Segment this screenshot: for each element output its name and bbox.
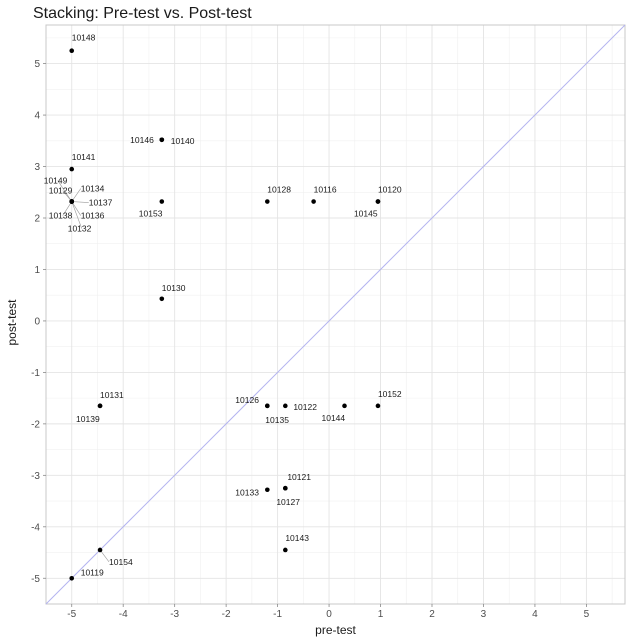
y-tick-label: -2 <box>31 419 40 430</box>
y-tick-label: 5 <box>34 59 40 70</box>
point-10145 <box>375 199 381 204</box>
label-leader <box>71 188 81 202</box>
point-10139 <box>97 403 103 409</box>
y-tick-label: 1 <box>34 265 40 276</box>
point-label-10130: 10130 <box>162 283 186 293</box>
point-label-10120: 10120 <box>378 185 402 195</box>
y-tick-label: 2 <box>34 214 40 225</box>
point-10143 <box>283 547 288 553</box>
y-tick-label: 4 <box>34 111 40 122</box>
point-label-10134: 10134 <box>81 184 105 194</box>
point-label-10119: 10119 <box>81 567 104 577</box>
point-10152 <box>375 403 381 409</box>
point-label-10135: 10135 <box>265 415 289 425</box>
label-leader-lines <box>57 180 110 563</box>
point-10130 <box>159 296 165 302</box>
point-label-10116: 10116 <box>314 185 337 195</box>
point-10148 <box>69 48 75 54</box>
point-label-10122: 10122 <box>293 402 317 412</box>
x-tick-label: -3 <box>170 609 179 620</box>
x-tick-label: 0 <box>326 609 332 620</box>
point-label-10129: 10129 <box>49 186 73 196</box>
x-tick-label: 3 <box>481 609 487 620</box>
point-label-10152: 10152 <box>378 389 402 399</box>
point-10154 <box>97 547 103 553</box>
label-leader <box>57 180 72 202</box>
point-label-10133: 10133 <box>235 488 259 498</box>
y-tick-label: 0 <box>34 316 40 327</box>
point-10132 <box>69 199 75 204</box>
y-tick-label: 3 <box>34 162 40 173</box>
point-10133 <box>265 487 270 493</box>
major-gridlines <box>46 25 625 604</box>
point-label-10153: 10153 <box>139 209 163 219</box>
x-tick-label: 5 <box>584 609 590 620</box>
identity-reference-line <box>45 24 626 605</box>
point-label-10148: 10148 <box>72 33 96 43</box>
point-10128 <box>265 199 270 204</box>
label-leader <box>71 201 81 216</box>
point-label-10141: 10141 <box>72 152 96 162</box>
point-label-10138: 10138 <box>49 211 73 221</box>
label-leader <box>99 549 110 563</box>
x-axis-title: pre-test <box>315 623 356 637</box>
y-tick-label: -4 <box>31 522 40 533</box>
data-points <box>69 48 381 581</box>
point-label-10128: 10128 <box>267 185 291 195</box>
point-label-10144: 10144 <box>322 413 346 423</box>
y-tick-label: -3 <box>31 471 40 482</box>
point-10116 <box>311 199 316 204</box>
point-10122 <box>283 403 288 409</box>
point-label-10137: 10137 <box>89 198 113 208</box>
point-label-10149: 10149 <box>44 176 68 186</box>
chart-title: Stacking: Pre-test vs. Post-test <box>33 5 252 22</box>
x-tick-label: -4 <box>119 609 128 620</box>
point-label-10145: 10145 <box>354 209 378 219</box>
x-tick-label: 4 <box>532 609 538 620</box>
point-label-10143: 10143 <box>285 533 309 543</box>
point-label-10132: 10132 <box>68 224 92 234</box>
label-leader <box>62 190 72 202</box>
label-leader <box>62 201 72 216</box>
label-leader <box>71 201 83 229</box>
minor-gridlines <box>45 25 625 605</box>
point-label-10127: 10127 <box>276 497 300 507</box>
point-label-10154: 10154 <box>109 557 133 567</box>
label-leader <box>71 201 89 203</box>
point-label-10146: 10146 <box>130 135 154 145</box>
x-tick-label: 1 <box>378 609 384 620</box>
point-label-10121: 10121 <box>287 472 311 482</box>
point-10141 <box>69 166 75 172</box>
point-label-10136: 10136 <box>81 211 105 221</box>
y-tick-label: -5 <box>31 574 40 585</box>
point-label-10140: 10140 <box>171 136 195 146</box>
point-10144 <box>342 403 347 409</box>
point-10135 <box>265 403 270 409</box>
point-10140 <box>159 137 165 143</box>
point-label-10126: 10126 <box>235 395 259 405</box>
x-tick-label: -2 <box>222 609 231 620</box>
panel-border <box>45 24 626 605</box>
x-axis-ticks: -5 -4 -3 -2 -1 0 1 2 3 4 5 <box>67 604 590 620</box>
y-axis-ticks: -5 -4 -3 -2 -1 0 1 2 3 4 5 <box>31 59 46 585</box>
y-axis-title: post-test <box>5 299 19 346</box>
x-tick-label: -5 <box>67 609 76 620</box>
point-label-10139: 10139 <box>76 414 100 424</box>
point-10119 <box>69 575 75 581</box>
point-10127 <box>283 485 288 491</box>
point-10153 <box>159 199 165 204</box>
x-tick-label: 2 <box>429 609 435 620</box>
y-tick-label: -1 <box>31 368 40 379</box>
x-tick-label: -1 <box>273 609 282 620</box>
point-label-10131: 10131 <box>100 390 124 400</box>
